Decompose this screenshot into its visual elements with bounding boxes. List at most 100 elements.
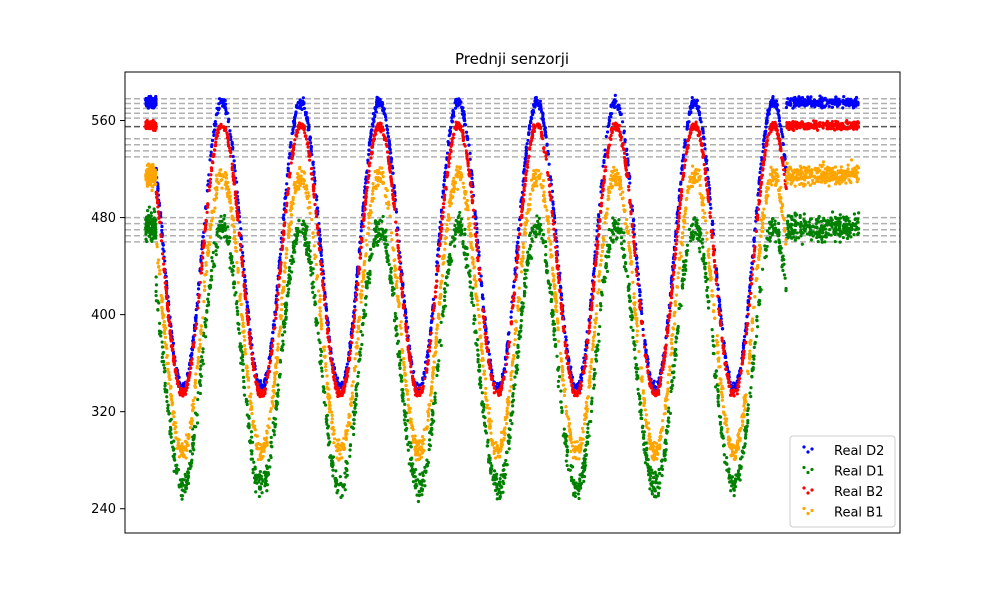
data-point (712, 345, 715, 348)
data-point (438, 339, 441, 342)
data-point (476, 348, 479, 351)
data-point (657, 494, 660, 497)
data-point (283, 302, 286, 305)
data-point (801, 96, 804, 99)
data-point (357, 371, 360, 374)
data-point (293, 123, 296, 126)
data-point (696, 107, 699, 110)
data-point (559, 400, 562, 403)
data-point (533, 105, 536, 108)
data-point (649, 474, 652, 477)
data-point (326, 426, 329, 429)
data-point (391, 289, 394, 292)
data-point (601, 293, 604, 296)
data-point (307, 247, 310, 250)
data-point (389, 151, 392, 154)
data-point (348, 448, 351, 451)
data-point (276, 383, 279, 386)
data-point (232, 286, 235, 289)
data-point (495, 473, 498, 476)
data-point (451, 109, 454, 112)
data-point (769, 236, 772, 239)
data-point (443, 299, 446, 302)
data-point (306, 121, 309, 124)
data-point (841, 106, 844, 109)
data-point (564, 438, 567, 441)
data-point (360, 343, 363, 346)
data-point (694, 100, 697, 103)
data-point (515, 351, 518, 354)
data-point (480, 274, 483, 277)
data-point (524, 269, 527, 272)
data-point (758, 171, 761, 174)
data-point (523, 282, 526, 285)
data-point (307, 126, 310, 129)
data-point (230, 270, 233, 273)
data-point (365, 286, 368, 289)
data-point (196, 398, 199, 401)
data-point (331, 461, 334, 464)
data-point (409, 445, 412, 448)
data-point (593, 372, 596, 375)
data-point (846, 237, 849, 240)
data-point (448, 260, 451, 263)
data-point (806, 225, 809, 228)
data-point (694, 231, 697, 234)
data-point (231, 273, 234, 276)
data-point (236, 310, 239, 313)
data-point (147, 107, 150, 110)
data-point (644, 349, 647, 352)
data-point (312, 285, 315, 288)
data-point (441, 310, 444, 313)
data-point (547, 281, 550, 284)
data-point (793, 212, 796, 215)
data-point (836, 217, 839, 220)
data-point (758, 299, 761, 302)
data-point (230, 255, 233, 258)
data-point (583, 449, 586, 452)
data-point (806, 103, 809, 106)
data-point (664, 441, 667, 444)
data-point (391, 281, 394, 284)
data-point (227, 118, 230, 121)
data-point (667, 416, 670, 419)
data-point (190, 353, 193, 356)
data-point (384, 115, 387, 118)
data-point (552, 320, 555, 323)
data-point (747, 407, 750, 410)
data-point (691, 96, 694, 99)
data-point (447, 272, 450, 275)
data-point (486, 444, 489, 447)
data-point (460, 231, 463, 234)
data-point (590, 402, 593, 405)
data-point (449, 130, 452, 133)
data-point (353, 407, 356, 410)
data-point (207, 300, 210, 303)
data-point (524, 157, 527, 160)
data-point (722, 437, 725, 440)
data-point (162, 363, 165, 366)
data-point (511, 404, 514, 407)
data-point (745, 426, 748, 429)
data-point (524, 272, 527, 275)
data-point (308, 138, 311, 141)
data-point (307, 254, 310, 257)
data-point (189, 450, 192, 453)
data-point (199, 364, 202, 367)
data-point (664, 451, 667, 454)
data-point (818, 94, 821, 97)
data-point (187, 471, 190, 474)
data-point (783, 273, 786, 276)
data-point (544, 126, 547, 129)
data-point (457, 228, 460, 231)
data-point (150, 106, 153, 109)
data-point (526, 251, 529, 254)
data-point (226, 236, 229, 239)
data-point (828, 105, 831, 108)
data-point (297, 101, 300, 104)
data-point (556, 369, 559, 372)
data-point (148, 214, 151, 217)
data-point (697, 239, 700, 242)
